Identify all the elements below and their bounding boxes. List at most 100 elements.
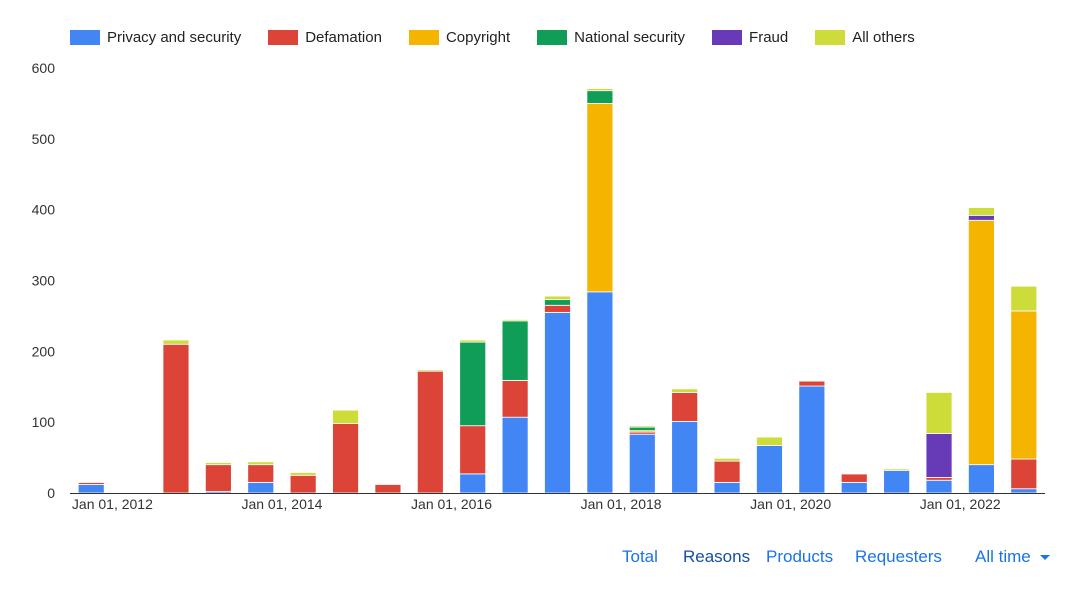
bar-segment-5 [925,392,953,434]
y-tick-label: 600 [32,60,56,76]
nav-requesters-link[interactable]: Requesters [855,547,942,566]
bar-segment-0 [756,445,783,494]
legend-swatch [537,29,568,45]
bar-segment-2 [1010,310,1038,460]
bar-segment-1 [416,370,444,494]
bar-segment-5 [756,436,783,446]
y-tick-label: 300 [32,273,56,289]
bar-segment-5 [204,462,232,466]
legend-swatch [815,29,846,45]
bar-segment-4 [968,214,995,221]
legend-item[interactable]: All others [815,29,915,46]
bar-segment-0 [713,481,741,494]
nav-total-link[interactable]: Total [622,547,658,566]
bar-segment-3 [501,320,529,381]
legend-item[interactable]: National security [537,29,685,46]
bar-segment-5 [332,409,359,424]
time-range-dropdown[interactable]: All time [975,547,1050,567]
bar-segment-4 [925,433,953,478]
bar-segment-5 [289,472,317,476]
bar-segment-3 [544,299,571,306]
legend-swatch [712,29,743,45]
legend-swatch [408,29,439,45]
bar-segment-0 [671,421,699,494]
nav-products-link[interactable]: Products [766,547,834,566]
y-tick-label: 500 [32,131,56,147]
bar-segment-0 [798,385,826,494]
bar-segment-0 [77,484,105,494]
bar-segment-0 [501,416,529,494]
bar-segment-3 [586,90,614,104]
bar-segment-2 [968,219,995,466]
bar-segment-1 [1010,458,1038,490]
bar-segment-5 [968,207,995,216]
x-tick-label: Jan 01, 2016 [411,496,492,512]
bar-segment-5 [162,339,190,345]
bar-segment-0 [968,464,995,494]
legend-label: Copyright [445,28,511,46]
bar-segment-2 [586,103,614,293]
stacked-bar-chart: 0 100 200 300 400 500 600 Jan 01, 2012 Jan 01, 2… [32,60,1045,512]
x-tick-label: Jan 01, 2012 [72,496,153,512]
bar-segment-0 [544,311,571,494]
y-tick-label: 100 [32,414,56,430]
bar-segment-5 [77,481,105,483]
x-tick-label: Jan 01, 2018 [581,496,662,512]
bar-segment-1 [289,474,317,494]
y-tick-label: 0 [47,485,55,501]
bar-segment-0 [1010,488,1038,494]
bar-segment-3 [628,426,656,432]
bar-segment-1 [332,423,359,494]
bar-segment-5 [544,295,571,301]
time-range-label: All time [975,547,1031,566]
legend-label: National security [574,28,686,46]
bar-segment-0 [883,469,911,494]
bar-segment-1 [798,380,826,387]
bar-segment-5 [798,379,826,382]
bar-segment-5 [883,468,911,471]
bar-segment-5 [501,319,529,322]
legend-item[interactable]: Fraud [712,29,788,46]
bar-segment-1 [162,343,190,494]
legend-item[interactable]: Defamation [268,29,382,46]
legend-label: Fraud [749,28,789,46]
bar-segment-3 [459,341,487,427]
bar-segment-5 [713,457,741,462]
chart-legend: Privacy and security Defamation Copyright N… [70,27,942,47]
legend-swatch [70,29,100,45]
legend-item[interactable]: Privacy and security [70,29,241,46]
bottom-nav: Total Reasons Products Requesters All ti… [0,547,1085,571]
bar-segment-0 [586,291,614,494]
bar-segment-1 [501,379,529,418]
bar-segment-5 [671,388,699,393]
x-tick-label: Jan 01, 2022 [920,496,1001,512]
bar-segment-0 [628,433,656,494]
y-tick-label: 400 [32,202,56,218]
legend-item[interactable]: Copyright [408,28,511,46]
bar-segment-0 [925,479,953,494]
legend-label: All others [852,28,915,46]
bar-segment-1 [459,425,487,475]
bar-segment-5 [459,339,487,343]
y-tick-label: 200 [32,343,56,359]
bar-segment-5 [120,491,147,493]
bar-segment-5 [1010,285,1038,312]
bar-segment-1 [925,477,953,481]
bar-segment-5 [586,88,614,92]
bar-segment-5 [416,369,444,372]
bar-segment-0 [247,481,275,494]
bar-segment-1 [204,464,232,492]
bar-segment-5 [247,461,275,466]
nav-reasons-link[interactable]: Reasons [683,547,751,566]
bar-segment-0 [840,481,868,494]
legend-label: Privacy and security [107,28,242,46]
bar-segment-1 [247,464,275,483]
bar-segment-1 [713,460,741,483]
bar-segment-1 [374,484,402,494]
x-tick-label: Jan 01, 2020 [750,496,831,512]
legend-label: Defamation [305,28,382,46]
legend-swatch [268,29,299,45]
bar-segment-1 [671,392,699,422]
bar-segment-0 [459,473,487,494]
x-tick-label: Jan 01, 2014 [241,496,322,512]
